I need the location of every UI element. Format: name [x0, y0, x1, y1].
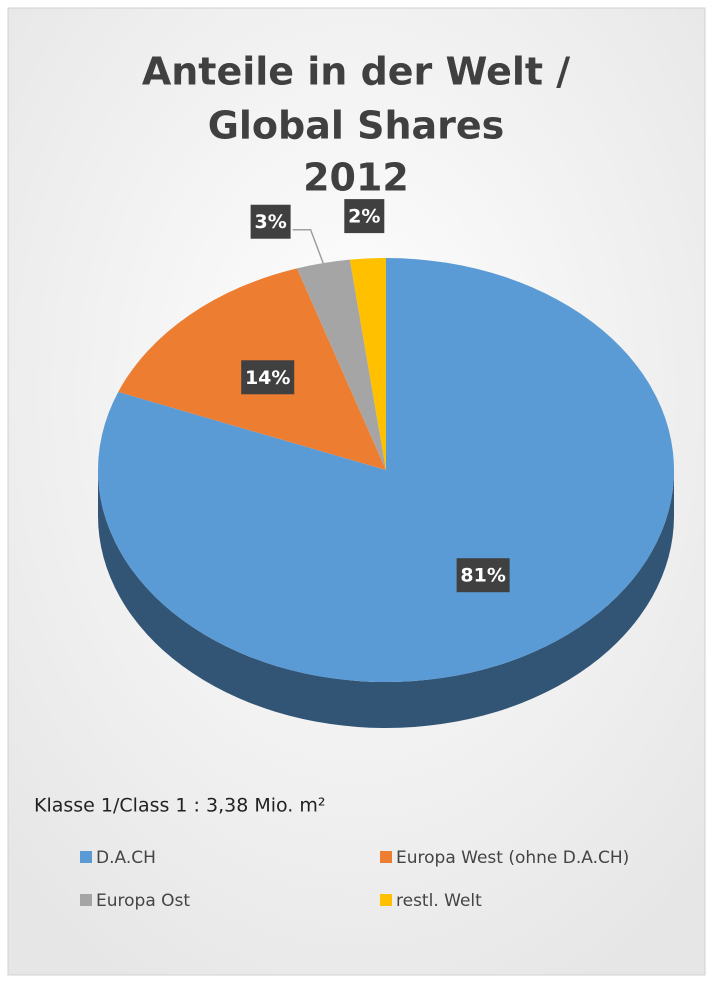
legend-swatch [80, 851, 92, 863]
data-label: 14% [245, 367, 290, 389]
chart-title: Global Shares [208, 104, 505, 148]
label-box [344, 199, 385, 234]
pie-slice [97, 258, 674, 682]
chart-title: 2012 [303, 156, 409, 200]
legend-swatch [380, 851, 392, 863]
data-label: 81% [460, 565, 505, 587]
legend-label: Europa West (ohne D.A.CH) [396, 848, 629, 868]
legend-label: D.A.CH [96, 848, 156, 868]
data-label: 3% [254, 211, 286, 233]
legend-label: restl. Welt [396, 891, 482, 911]
legend-swatch [380, 894, 392, 906]
data-label: 2% [348, 206, 380, 228]
label-box [456, 558, 510, 593]
pie-slice [349, 258, 386, 470]
pie-slice [297, 259, 386, 470]
chart-title: Anteile in der Welt / [142, 50, 570, 94]
label-box [241, 360, 295, 395]
legend-label: Europa Ost [96, 891, 190, 911]
legend-swatch [80, 894, 92, 906]
label-box [250, 204, 291, 239]
annotation: Klasse 1/Class 1 : 3,38 Mio. m² [34, 795, 326, 817]
leader-line [292, 228, 324, 264]
pie-side [98, 470, 674, 728]
